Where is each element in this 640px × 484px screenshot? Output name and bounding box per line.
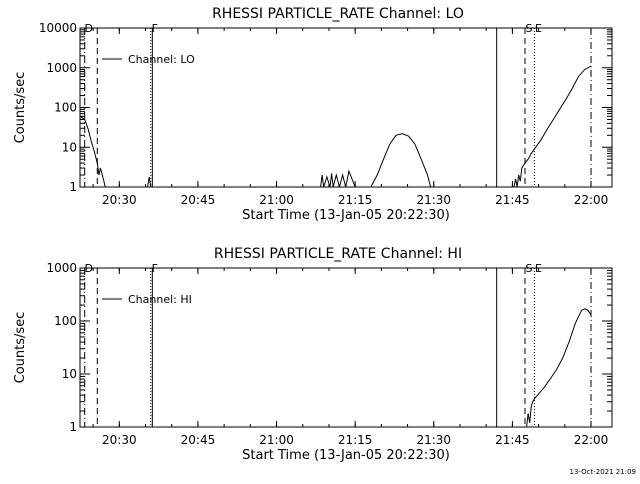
event-marker-label: D [84,22,92,35]
series-line [147,176,152,187]
x-tick-label: 20:30 [102,433,137,447]
x-axis-label: Start Time (13-Jan-05 20:22:30) [242,208,450,223]
footer-timestamp: 13-Oct-2021 21:09 [570,468,636,476]
x-tick-label: 22:00 [574,433,609,447]
x-tick-label: 21:45 [495,193,530,207]
y-tick-label: 10000 [39,21,77,35]
event-marker-label: F [152,262,158,275]
y-tick-label: 1 [69,180,77,194]
y-tick-label: 10 [62,140,77,154]
plot-frame [79,27,613,188]
y-axis-label: Counts/sec [13,312,28,384]
x-tick-label: 21:00 [259,433,294,447]
series-line [370,133,432,187]
plot-frame [79,267,613,428]
y-axis-label: Counts/sec [13,72,28,144]
x-tick-label: 21:45 [495,433,530,447]
x-tick-label: 21:00 [259,193,294,207]
y-tick-label: 100 [54,101,77,115]
x-tick-label: 22:00 [574,193,609,207]
series-group [80,65,592,187]
y-tick-label: 1000 [46,261,77,275]
event-marker-label: E [535,22,542,35]
y-tick-label: 10 [62,367,77,381]
legend-label: Channel: HI [128,293,192,306]
x-tick-label: 20:45 [181,193,216,207]
event-marker-label: F [152,22,158,35]
chart-title: RHESSI PARTICLE_RATE Channel: HI [214,246,462,262]
event-marker-label: E [535,262,542,275]
series-line [320,169,356,187]
legend-label: Channel: LO [128,53,195,66]
y-tick-label: 1 [69,420,77,434]
panel-lo: RHESSI PARTICLE_RATE Channel: LO 20:30 20:… [13,6,613,223]
series-line [513,65,592,187]
x-tick-label: 20:45 [181,433,216,447]
event-marker-label: D [84,262,92,275]
event-marker-label: S [525,262,532,275]
series-line [80,115,106,187]
x-tick-label: 21:15 [338,433,373,447]
x-tick-label: 21:30 [416,433,451,447]
series-line [526,308,592,427]
event-marker-label: S [525,22,532,35]
y-tick-label: 100 [54,314,77,328]
y-tick-label: 1000 [46,61,77,75]
x-tick-label: 20:30 [102,193,137,207]
series-group [526,308,592,427]
chart-title: RHESSI PARTICLE_RATE Channel: LO [212,6,464,22]
panel-hi: RHESSI PARTICLE_RATE Channel: HI 20:30 20:… [13,246,613,463]
x-axis-label: Start Time (13-Jan-05 20:22:30) [242,448,450,463]
x-tick-label: 21:15 [338,193,373,207]
x-tick-label: 21:30 [416,193,451,207]
